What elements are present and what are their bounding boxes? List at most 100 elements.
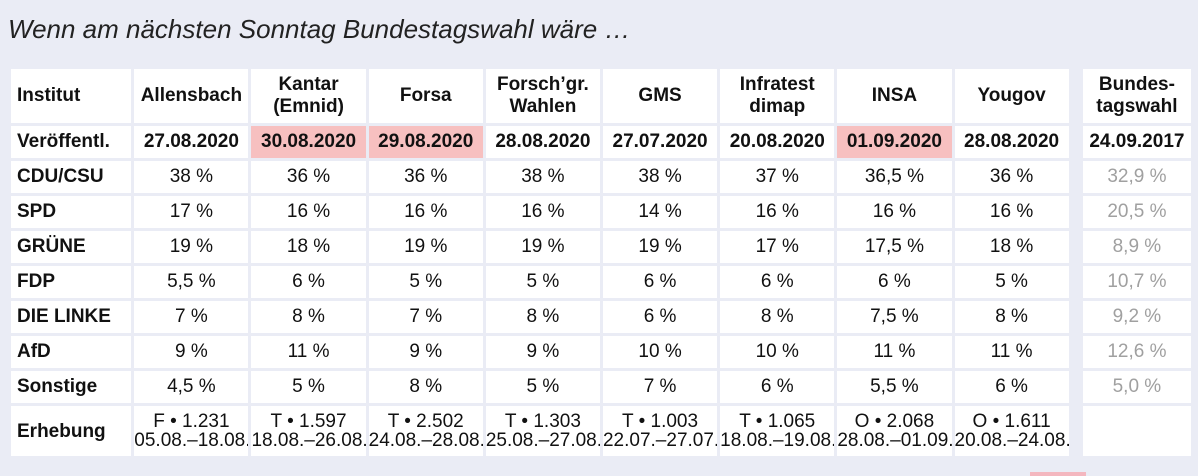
party-row: GRÜNE 19 % 18 % 19 % 19 % 19 % 17 % 17,5 % 18 % 8…	[11, 231, 1191, 263]
poll-value: 17 %	[720, 231, 835, 263]
institute-header[interactable]: Forsch’gr. Wahlen	[485, 69, 600, 123]
poll-value: 36,5 %	[837, 161, 952, 193]
published-date: 01.09.2020	[837, 126, 952, 158]
party-row: Sonstige 4,5 % 5 % 8 % 5 % 7 % 6 % 5,5 % 6 % 5,0 …	[11, 371, 1191, 403]
reference-value: 32,9 %	[1082, 161, 1191, 193]
poll-table: Institut Allensbach Kantar (Emnid) Forsa For…	[8, 66, 1194, 459]
column-gap	[1072, 126, 1080, 158]
institute-name-line2[interactable]: (Emnid)	[273, 96, 344, 117]
institute-header[interactable]: INSA	[837, 69, 952, 123]
poll-value: 17 %	[134, 196, 249, 228]
column-gap	[1072, 406, 1080, 456]
poll-value: 5,5 %	[134, 266, 249, 298]
poll-value: 17,5 %	[837, 231, 952, 263]
poll-value: 19 %	[134, 231, 249, 263]
erhebung-method-size: T • 1.303	[504, 411, 581, 432]
poll-value: 6 %	[720, 266, 835, 298]
institute-name-line2[interactable]: Wahlen	[509, 96, 577, 117]
party-row: AfD 9 % 11 % 9 % 9 % 10 % 10 % 11 % 11 % 12,6 %	[11, 336, 1191, 368]
reference-value: 5,0 %	[1082, 371, 1191, 403]
institute-name[interactable]: Forsa	[399, 85, 452, 106]
party-name: AfD	[11, 336, 132, 368]
poll-value: 5,5 %	[837, 371, 952, 403]
reference-date: 24.09.2017	[1082, 126, 1191, 158]
poll-value: 14 %	[602, 196, 718, 228]
erhebung-label: Erhebung	[11, 406, 132, 456]
poll-value: 8 %	[251, 301, 366, 333]
poll-value: 16 %	[720, 196, 835, 228]
erhebung-cell: T • 1.003 22.07.–27.07.	[602, 406, 718, 456]
reference-value: 12,6 %	[1082, 336, 1191, 368]
poll-value: 5 %	[954, 266, 1069, 298]
published-date: 20.08.2020	[720, 126, 835, 158]
party-name: GRÜNE	[11, 231, 132, 263]
poll-value: 6 %	[602, 301, 718, 333]
poll-value: 7 %	[134, 301, 249, 333]
erhebung-method-size: F • 1.231	[153, 411, 230, 432]
column-gap	[1072, 371, 1080, 403]
institute-name[interactable]: Infratest	[739, 74, 815, 95]
poll-value: 9 %	[485, 336, 600, 368]
poll-value: 16 %	[251, 196, 366, 228]
column-gap	[1072, 231, 1080, 263]
institute-header[interactable]: GMS	[602, 69, 718, 123]
poll-value: 38 %	[485, 161, 600, 193]
poll-value: 5 %	[485, 371, 600, 403]
poll-value: 11 %	[251, 336, 366, 368]
institute-name[interactable]: Forsch’gr.	[496, 74, 589, 95]
erhebung-method-size: T • 1.597	[270, 411, 347, 432]
column-gap	[1072, 161, 1080, 193]
erhebung-period: 28.08.–01.09.	[837, 430, 952, 451]
poll-value: 36 %	[368, 161, 483, 193]
institute-name[interactable]: Yougov	[977, 85, 1046, 106]
erhebung-cell: O • 2.068 28.08.–01.09.	[837, 406, 952, 456]
institute-header[interactable]: Yougov	[954, 69, 1069, 123]
column-gap	[1072, 301, 1080, 333]
institute-name[interactable]: INSA	[871, 85, 918, 106]
party-name: DIE LINKE	[11, 301, 132, 333]
institute-name[interactable]: Kantar	[278, 74, 339, 95]
institute-name[interactable]: Allensbach	[140, 85, 243, 106]
poll-value: 9 %	[368, 336, 483, 368]
published-date: 28.08.2020	[485, 126, 600, 158]
erhebung-period: 20.08.–24.08.	[954, 430, 1069, 451]
party-row: DIE LINKE 7 % 8 % 7 % 8 % 6 % 8 % 7,5 % 8 % 9,2 %	[11, 301, 1191, 333]
highlight-swatch	[1030, 472, 1086, 476]
poll-value: 19 %	[368, 231, 483, 263]
poll-value: 6 %	[720, 371, 835, 403]
institute-name[interactable]: GMS	[638, 85, 682, 106]
poll-value: 38 %	[602, 161, 718, 193]
poll-value: 16 %	[485, 196, 600, 228]
party-name: SPD	[11, 196, 132, 228]
party-row: SPD 17 % 16 % 16 % 16 % 14 % 16 % 16 % 16 % 20,5 …	[11, 196, 1191, 228]
institute-header[interactable]: Infratest dimap	[720, 69, 835, 123]
erhebung-method-size: T • 1.003	[622, 411, 699, 432]
party-name: CDU/CSU	[11, 161, 132, 193]
published-date: 27.07.2020	[602, 126, 718, 158]
published-date: 30.08.2020	[251, 126, 366, 158]
erhebung-period: 05.08.–18.08.	[134, 430, 249, 451]
poll-value: 36 %	[954, 161, 1069, 193]
reference-value: 9,2 %	[1082, 301, 1191, 333]
poll-value: 5 %	[485, 266, 600, 298]
erhebung-method-size: T • 1.065	[739, 411, 816, 432]
poll-value: 19 %	[485, 231, 600, 263]
reference-header: Bundes-tagswahl	[1082, 69, 1191, 123]
poll-value: 8 %	[368, 371, 483, 403]
published-row: Veröffentl. 27.08.2020 30.08.2020 29.08.202…	[11, 126, 1191, 158]
column-gap	[1072, 336, 1080, 368]
institute-header[interactable]: Forsa	[368, 69, 483, 123]
institute-header[interactable]: Allensbach	[134, 69, 249, 123]
erhebung-cell: T • 1.597 18.08.–26.08.	[251, 406, 366, 456]
poll-value: 4,5 %	[134, 371, 249, 403]
poll-value: 7,5 %	[837, 301, 952, 333]
published-date: 28.08.2020	[954, 126, 1069, 158]
column-gap	[1072, 69, 1080, 123]
institute-header[interactable]: Kantar (Emnid)	[251, 69, 366, 123]
erhebung-cell: T • 1.303 25.08.–27.08.	[485, 406, 600, 456]
published-label: Veröffentl.	[11, 126, 132, 158]
poll-value: 19 %	[602, 231, 718, 263]
page-title: Wenn am nächsten Sonntag Bundestagswahl …	[8, 14, 631, 44]
institute-name-line2[interactable]: dimap	[749, 96, 806, 117]
poll-value: 5 %	[251, 371, 366, 403]
